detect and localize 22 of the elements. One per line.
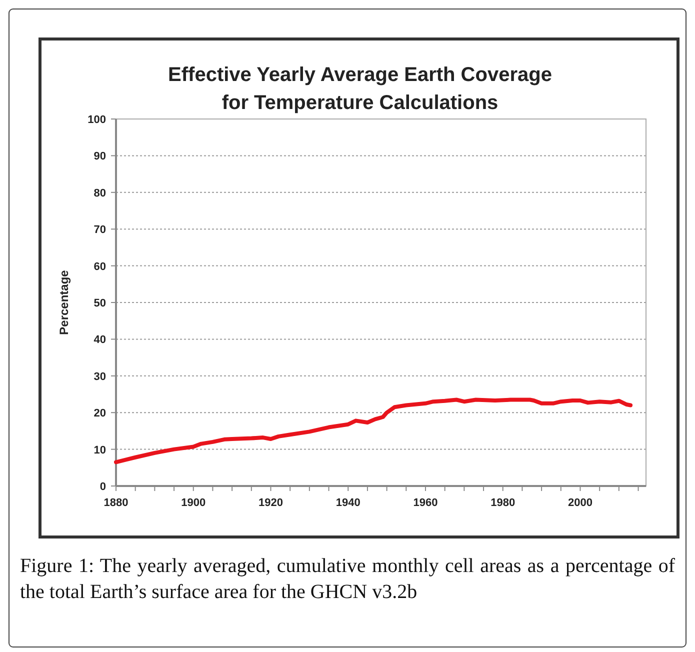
- caption: Figure 1: The yearly averaged, cumulative monthly cell areas as a percentage of the total Earth’s surface area for the GHCN v3.2b: [20, 554, 675, 605]
- y-tick-label: 20: [94, 408, 106, 420]
- y-tick-label: 40: [94, 334, 106, 346]
- line-series: [114, 398, 633, 464]
- y-tick-label: 30: [94, 370, 106, 383]
- x-tick-label: 1980: [490, 497, 516, 509]
- chart-title: Effective Yearly Average Earth Coverage for Temperature Calculations: [168, 64, 552, 114]
- y-tick-label: 60: [94, 260, 106, 273]
- x-tick-label: 2000: [568, 497, 592, 509]
- y-tick-label: 70: [94, 224, 106, 236]
- x-tick-label: 1880: [104, 497, 128, 509]
- y-tick-label: 90: [94, 150, 106, 163]
- y-tick-label: 100: [88, 114, 106, 126]
- y-axis-title: Percentage: [57, 270, 71, 335]
- x-tick-label: 1960: [413, 497, 438, 509]
- x-tick-label: 1900: [181, 497, 206, 509]
- y-tick-label: 80: [94, 187, 106, 200]
- x-tick-label: 1940: [336, 497, 360, 509]
- y-tick-label: 0: [100, 481, 106, 493]
- y-tick-label: 50: [94, 298, 106, 310]
- y-tick-label: 10: [94, 444, 106, 456]
- x-tick-label: 1920: [258, 497, 283, 509]
